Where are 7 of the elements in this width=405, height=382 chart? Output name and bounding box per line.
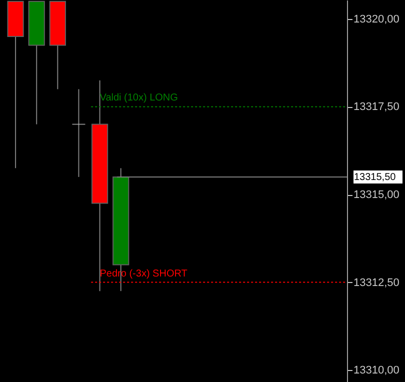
y-tick-label: 13315,00 <box>354 189 400 202</box>
ref-line-label: Pedro (-3x) SHORT <box>100 268 188 280</box>
ref-line-label: 13315,50 <box>354 172 396 183</box>
y-tick-label: 13310,00 <box>354 364 400 377</box>
y-tick-label: 13320,00 <box>354 13 400 26</box>
y-tick-label: 13317,50 <box>354 101 400 114</box>
y-tick-label: 13312,50 <box>354 276 400 289</box>
